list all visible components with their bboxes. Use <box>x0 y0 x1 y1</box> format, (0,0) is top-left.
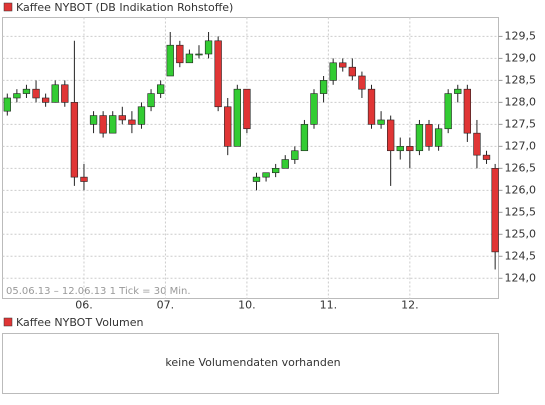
subtitle: 05.06.13 – 12.06.13 1 Tick = 30 Min. <box>6 286 191 297</box>
candle-body <box>281 159 289 169</box>
x-tick-label: 10. <box>238 299 256 312</box>
candle-body <box>233 88 241 147</box>
candle-body <box>358 75 366 90</box>
candle-body <box>396 146 404 152</box>
y-tick-label: 128,0 <box>505 95 537 108</box>
legend-swatch <box>3 2 13 12</box>
candle-body <box>377 119 385 125</box>
candle-body <box>319 80 328 94</box>
candle-body <box>444 93 452 130</box>
candle-body <box>367 88 376 125</box>
volume-title: Kaffee NYBOT Volumen <box>16 316 143 329</box>
candle-body <box>454 88 462 94</box>
candle-body <box>61 84 69 103</box>
candle-body <box>137 106 146 125</box>
candle-body <box>22 88 31 94</box>
candle-body <box>195 53 203 56</box>
y-tick-label: 129,0 <box>505 51 537 64</box>
candle-body <box>339 62 347 68</box>
candle-body <box>434 128 443 147</box>
y-tick-label: 128,5 <box>505 73 537 86</box>
candle-body <box>176 44 184 64</box>
candle-body <box>118 115 126 121</box>
y-tick-label: 124,5 <box>505 249 537 262</box>
x-tick-label: 06. <box>75 299 93 312</box>
plot-frame <box>2 17 499 299</box>
candle-body <box>348 66 356 77</box>
candle-body <box>224 106 232 147</box>
candle-body <box>147 93 155 108</box>
y-tick-label: 127,5 <box>505 117 537 130</box>
candle-body <box>89 115 98 125</box>
candle-body <box>387 119 395 152</box>
y-tick-label: 126,5 <box>505 161 537 174</box>
candle-body <box>300 124 309 152</box>
y-tick-label: 129,5 <box>505 29 537 42</box>
candle-body <box>243 88 251 130</box>
candle-body <box>262 172 270 178</box>
candle-body <box>99 115 107 134</box>
y-tick-label: 125,0 <box>505 227 537 240</box>
candle-body <box>109 115 117 134</box>
y-tick-label: 125,5 <box>505 205 537 218</box>
candle-body <box>166 44 174 77</box>
candle-body <box>252 176 261 182</box>
candle-body <box>415 124 424 152</box>
candle-body <box>491 168 499 253</box>
legend-swatch <box>3 317 13 327</box>
chart-title: Kaffee NYBOT (DB Indikation Rohstoffe) <box>16 1 233 14</box>
candle-body <box>272 168 280 174</box>
volume-message: keine Volumendaten vorhanden <box>165 356 340 369</box>
x-tick-label: 07. <box>157 299 175 312</box>
candle-body <box>425 124 433 147</box>
volume-frame <box>2 333 499 394</box>
x-tick-label: 12. <box>401 299 419 312</box>
y-tick-label: 124,0 <box>505 271 537 284</box>
candle-body <box>32 88 40 99</box>
candle-body <box>70 102 79 178</box>
candle-body <box>128 119 136 125</box>
candle-body <box>156 84 165 94</box>
candle-body <box>463 88 472 134</box>
candle-body <box>51 84 59 103</box>
candle-body <box>80 176 88 182</box>
x-tick-label: 11. <box>320 299 338 312</box>
candle-body <box>329 62 337 81</box>
y-tick-label: 127,0 <box>505 139 537 152</box>
candle-body <box>3 97 11 112</box>
candle-body <box>291 150 299 160</box>
candle-body <box>214 40 222 108</box>
candle-body <box>310 93 318 125</box>
candle-body <box>185 53 194 64</box>
candle-body <box>406 146 414 152</box>
candle-body <box>473 132 481 156</box>
candle-body <box>41 97 50 103</box>
candle-body <box>204 40 213 55</box>
candle-body <box>13 93 21 99</box>
y-tick-label: 126,0 <box>505 183 537 196</box>
candle-body <box>482 154 491 160</box>
